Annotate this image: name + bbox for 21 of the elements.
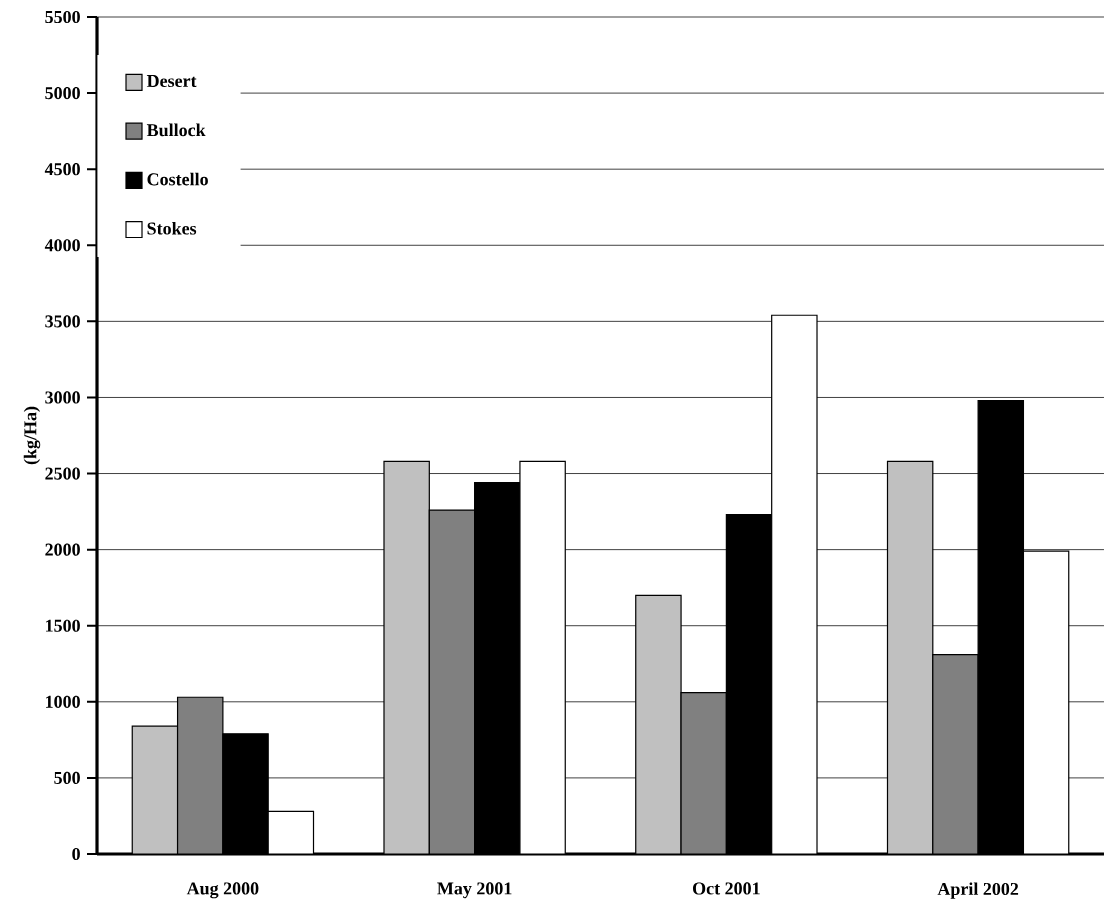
y-tick-label: 1000 xyxy=(46,695,80,708)
legend-label: Desert xyxy=(146,75,197,88)
y-tick-label: 2500 xyxy=(45,467,80,480)
x-tick-label: April 2002 xyxy=(937,882,1019,899)
y-tick-label: 5000 xyxy=(45,87,80,100)
legend-label: Costello xyxy=(147,172,208,186)
x-tick-label: Aug 2000 xyxy=(186,882,259,899)
y-axis-title: (kg/Ha) xyxy=(23,406,41,465)
y-tick-label: 3500 xyxy=(45,315,80,328)
y-tick-label: 4500 xyxy=(44,163,80,176)
legend-label: Bullock xyxy=(146,123,206,137)
legend-label: Stokes xyxy=(147,221,197,235)
x-tick-label: May 2001 xyxy=(437,882,512,899)
y-tick-label: 2000 xyxy=(45,543,80,556)
y-tick-label: 1500 xyxy=(46,619,80,632)
y-tick-label: 3000 xyxy=(45,391,80,404)
y-tick-label: 5500 xyxy=(45,10,80,24)
x-tick-label: Oct 2001 xyxy=(693,882,760,895)
y-tick-label: 0 xyxy=(72,847,80,861)
y-tick-label: 500 xyxy=(54,771,80,784)
y-tick-label: 4000 xyxy=(44,239,80,252)
